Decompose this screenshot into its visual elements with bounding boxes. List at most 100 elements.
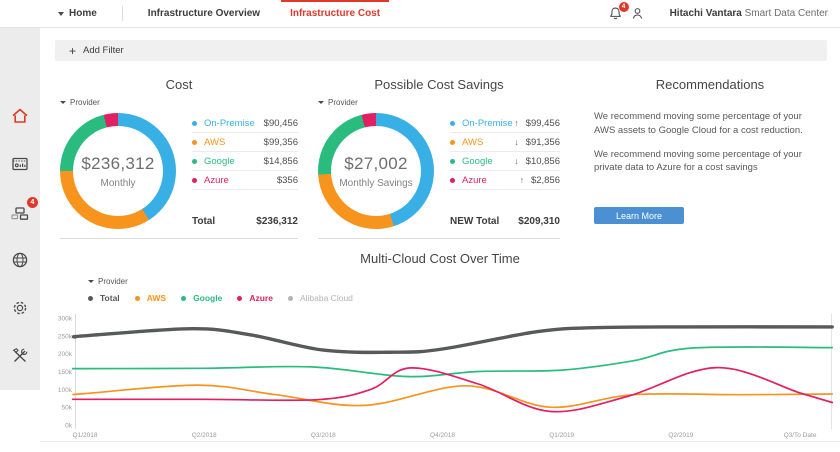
sidebar-item-home[interactable] bbox=[9, 106, 31, 126]
cost-total-row: Total $236,312 bbox=[192, 216, 298, 229]
new-total-value: $209,310 bbox=[518, 216, 560, 227]
legend-dot bbox=[192, 120, 197, 126]
legend-label: Azure bbox=[249, 293, 273, 303]
svg-text:Q1/2019: Q1/2019 bbox=[549, 432, 574, 439]
provider-label: Provider bbox=[328, 98, 358, 107]
legend-label: Google bbox=[193, 293, 223, 303]
caret-down-icon bbox=[60, 101, 66, 104]
svg-text:Q4/2018: Q4/2018 bbox=[430, 432, 455, 439]
notification-badge: 4 bbox=[618, 1, 629, 12]
legend-dot bbox=[450, 177, 455, 183]
savings-provider-dropdown[interactable]: Provider bbox=[318, 98, 560, 107]
chart-provider-dropdown[interactable]: Provider bbox=[88, 277, 840, 286]
svg-text:Q3/2018: Q3/2018 bbox=[311, 432, 336, 439]
legend-label: Alibaba Cloud bbox=[299, 293, 353, 303]
cost-total-value: $236,312 bbox=[81, 153, 155, 173]
multicloud-chart-section: Multi-Cloud Cost Over Time Provider Tota… bbox=[40, 251, 840, 450]
savings-panel: Possible Cost Savings Provider $27,002 M… bbox=[318, 63, 560, 239]
brand-name: Hitachi Vantara bbox=[669, 8, 742, 19]
legend-row-aws: AWS ↓ $91,356 bbox=[450, 133, 560, 152]
legend-label: On-Premise bbox=[204, 117, 255, 129]
legend-value: $2,856 bbox=[530, 174, 560, 186]
nav-home[interactable]: Home bbox=[58, 0, 112, 27]
provider-label: Provider bbox=[70, 98, 100, 107]
svg-text:50k: 50k bbox=[62, 405, 73, 412]
legend-item-aws[interactable]: AWS bbox=[134, 293, 166, 303]
legend-dot bbox=[88, 295, 93, 301]
legend-label: Google bbox=[204, 155, 235, 167]
recommendation-text: We recommend moving some percentage of y… bbox=[594, 111, 803, 136]
legend-label: Azure bbox=[462, 174, 487, 186]
plus-icon: + bbox=[69, 43, 77, 58]
legend-dot bbox=[181, 295, 187, 301]
savings-caption: Monthly Savings bbox=[339, 177, 413, 189]
sidebar-item-devices[interactable]: 4 bbox=[9, 197, 38, 222]
svg-text:300k: 300k bbox=[58, 316, 73, 323]
user-account-button[interactable] bbox=[627, 3, 649, 25]
tab-infrastructure-cost[interactable]: Infrastructure Cost bbox=[275, 0, 395, 27]
legend-row-azure: Azure $356 bbox=[192, 171, 298, 190]
sidebar-item-network[interactable] bbox=[9, 250, 31, 270]
savings-total-value: $27,002 bbox=[344, 153, 408, 173]
savings-donut-chart: $27,002 Monthly Savings bbox=[318, 113, 434, 229]
legend-dot bbox=[134, 295, 140, 301]
legend-item-google[interactable]: Google bbox=[181, 293, 222, 303]
svg-text:200k: 200k bbox=[58, 351, 73, 358]
legend-item-alibaba-cloud[interactable]: Alibaba Cloud bbox=[287, 293, 353, 303]
svg-text:Q2/2019: Q2/2019 bbox=[668, 432, 693, 439]
add-filter-button[interactable]: + Add Filter bbox=[55, 40, 827, 61]
arrow-down-icon: ↓ bbox=[514, 137, 519, 147]
cost-provider-dropdown[interactable]: Provider bbox=[60, 98, 298, 107]
recommendation-text: We recommend moving some percentage of y… bbox=[594, 148, 802, 174]
legend-dot bbox=[192, 177, 197, 183]
cost-panel-body: $236,312 Monthly On-Premise $90,456 AWS bbox=[60, 113, 298, 229]
svg-text:Q2/2018: Q2/2018 bbox=[192, 432, 217, 439]
tools-icon bbox=[12, 348, 28, 363]
total-label: Total bbox=[192, 216, 216, 227]
sidebar-item-tools[interactable] bbox=[9, 346, 31, 366]
total-value: $236,312 bbox=[256, 216, 298, 227]
legend-label: Google bbox=[462, 155, 493, 167]
recommendations-title: Recommendations bbox=[655, 77, 765, 92]
globe-icon bbox=[12, 252, 28, 268]
savings-donut-center: $27,002 Monthly Savings bbox=[318, 113, 434, 229]
caret-down-icon bbox=[88, 280, 94, 283]
sidebar-item-settings[interactable] bbox=[9, 298, 31, 318]
tab-infrastructure-overview[interactable]: Infrastructure Overview bbox=[147, 8, 261, 19]
legend-row-on-premise: On-Premise $90,456 bbox=[192, 114, 298, 133]
arrow-up-icon: ↑ bbox=[519, 175, 524, 185]
legend-row-google: Google $14,856 bbox=[192, 152, 298, 171]
svg-text:250k: 250k bbox=[58, 333, 73, 340]
bell-icon bbox=[610, 7, 621, 20]
recommendations-panel: Recommendations We recommend moving some… bbox=[580, 63, 826, 239]
legend-row-on-premise: On-Premise ↑ $99,456 bbox=[450, 114, 560, 133]
learn-more-button[interactable]: Learn More bbox=[594, 207, 684, 225]
legend-dot bbox=[450, 120, 455, 126]
sidebar-item-dashboard[interactable] bbox=[9, 154, 31, 174]
cost-donut-chart: $236,312 Monthly bbox=[60, 113, 176, 229]
legend-label: AWS bbox=[204, 136, 226, 148]
legend-value: $356 bbox=[276, 174, 298, 186]
left-sidebar: 4 bbox=[0, 28, 40, 390]
svg-text:0k: 0k bbox=[65, 422, 73, 429]
main-content: + Add Filter Cost Provider $236,312 Mont… bbox=[40, 28, 840, 452]
legend-dot bbox=[450, 139, 455, 145]
legend-item-total[interactable]: Total bbox=[88, 293, 120, 303]
legend-value: $99,456 bbox=[525, 117, 560, 129]
devices-icon bbox=[11, 207, 29, 220]
nav-home-label: Home bbox=[69, 8, 97, 19]
multicloud-chart-title: Multi-Cloud Cost Over Time bbox=[360, 251, 520, 266]
legend-label: On-Premise bbox=[462, 117, 513, 129]
chart-legend: Total AWS Google Azure Alibaba Cloud bbox=[88, 293, 840, 303]
legend-item-azure[interactable]: Azure bbox=[237, 293, 273, 303]
legend-value: $10,856 bbox=[525, 155, 560, 167]
nav-divider bbox=[121, 6, 123, 21]
svg-text:150k: 150k bbox=[58, 369, 73, 376]
savings-total-row: NEW Total $209,310 bbox=[450, 216, 560, 229]
notifications-button[interactable]: 4 bbox=[605, 1, 629, 25]
arrow-up-icon: ↑ bbox=[514, 118, 519, 128]
gear-icon bbox=[13, 301, 27, 315]
devices-badge: 4 bbox=[27, 197, 38, 208]
legend-value: $99,356 bbox=[263, 136, 298, 148]
arrow-down-icon: ↓ bbox=[514, 156, 519, 166]
